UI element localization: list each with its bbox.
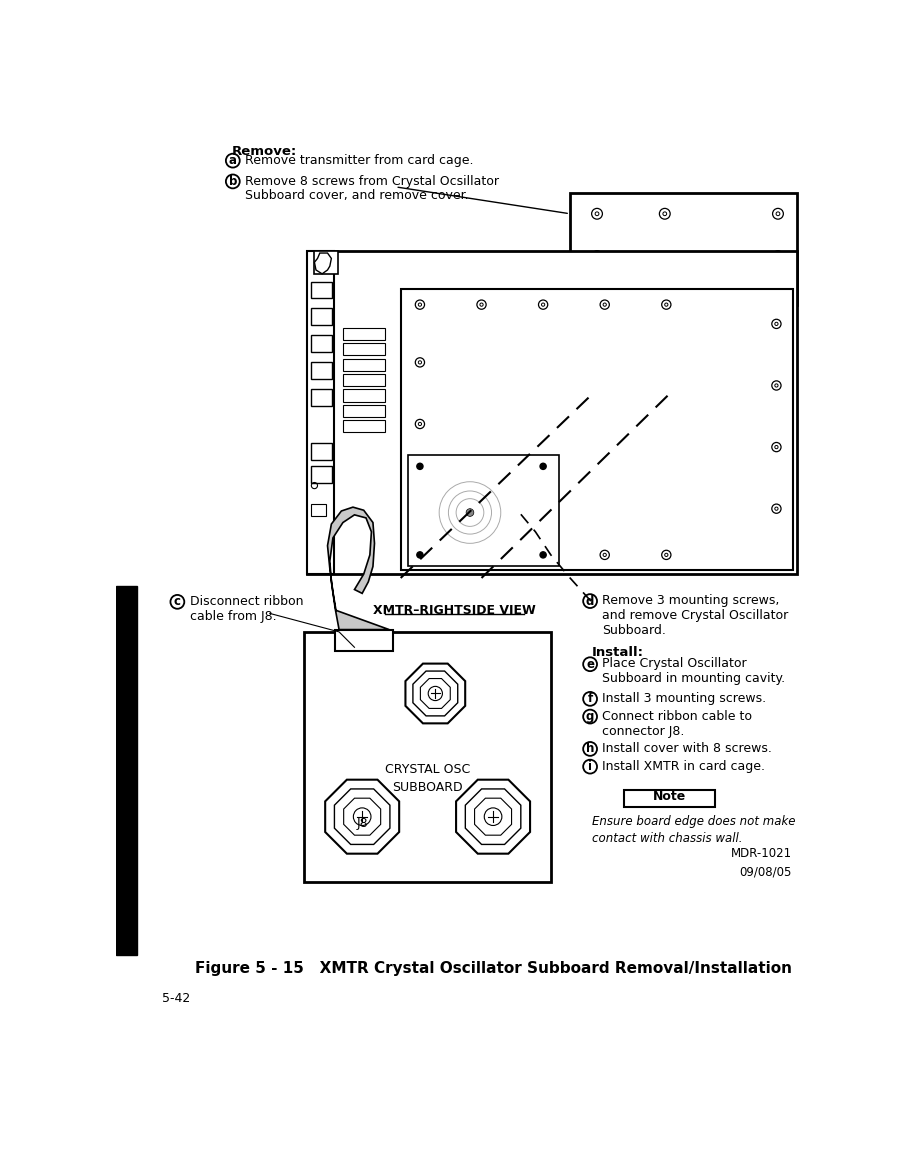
Text: Remove:: Remove: xyxy=(232,145,297,159)
Bar xyxy=(343,358,385,371)
Text: b: b xyxy=(229,175,237,188)
Bar xyxy=(335,629,393,651)
Text: Install 3 mounting screws.: Install 3 mounting screws. xyxy=(602,692,766,705)
Text: XMTR–RIGHTSIDE VIEW: XMTR–RIGHTSIDE VIEW xyxy=(373,604,536,617)
Text: Install:: Install: xyxy=(592,646,644,658)
Bar xyxy=(311,363,332,379)
Polygon shape xyxy=(406,664,465,723)
Polygon shape xyxy=(334,789,390,845)
Text: Figure 5 - 15   XMTR Crystal Oscillator Subboard Removal/Installation: Figure 5 - 15 XMTR Crystal Oscillator Su… xyxy=(194,962,792,976)
Text: c: c xyxy=(173,596,181,608)
Polygon shape xyxy=(420,678,450,708)
Bar xyxy=(343,404,385,417)
Bar xyxy=(314,250,338,274)
Bar xyxy=(343,420,385,432)
Bar xyxy=(116,585,137,955)
Text: Disconnect ribbon
cable from J8.: Disconnect ribbon cable from J8. xyxy=(191,595,304,622)
Text: Note: Note xyxy=(653,790,686,803)
Bar xyxy=(343,389,385,402)
Circle shape xyxy=(417,464,423,469)
Text: Place Crystal Oscillator
Subboard in mounting cavity.: Place Crystal Oscillator Subboard in mou… xyxy=(602,657,785,685)
Text: MDR-1021
09/08/05: MDR-1021 09/08/05 xyxy=(731,847,792,879)
Polygon shape xyxy=(314,253,331,274)
Text: f: f xyxy=(587,692,593,706)
Text: a: a xyxy=(229,154,237,167)
Bar xyxy=(311,308,332,326)
Text: i: i xyxy=(588,760,592,773)
Bar xyxy=(343,328,385,340)
Text: Remove 3 mounting screws,
and remove Crystal Oscillator
Subboard.: Remove 3 mounting screws, and remove Cry… xyxy=(602,595,789,637)
Text: Remove 8 screws from Crystal Ocsillator
Subboard cover, and remove cover.: Remove 8 screws from Crystal Ocsillator … xyxy=(245,175,499,203)
Text: h: h xyxy=(586,743,594,756)
Bar xyxy=(409,454,558,567)
Bar xyxy=(343,343,385,356)
Polygon shape xyxy=(343,799,380,836)
Text: Remove transmitter from card cage.: Remove transmitter from card cage. xyxy=(245,154,474,167)
Text: e: e xyxy=(586,657,594,671)
Bar xyxy=(311,443,332,460)
Polygon shape xyxy=(465,789,521,845)
Bar xyxy=(311,335,332,352)
Bar xyxy=(307,250,797,574)
Bar xyxy=(311,389,332,407)
Text: CRYSTAL OSC
SUBBOARD: CRYSTAL OSC SUBBOARD xyxy=(385,763,470,794)
Polygon shape xyxy=(475,799,511,836)
Bar xyxy=(624,789,715,807)
Bar xyxy=(400,290,794,570)
Text: g: g xyxy=(586,710,594,723)
Text: 5-42: 5-42 xyxy=(162,992,190,1005)
Polygon shape xyxy=(456,780,530,854)
Circle shape xyxy=(417,552,423,557)
Polygon shape xyxy=(328,508,390,629)
Text: Connect ribbon cable to
connector J8.: Connect ribbon cable to connector J8. xyxy=(602,709,753,737)
Text: d: d xyxy=(586,595,594,607)
Text: Ensure board edge does not make
contact with chassis wall.: Ensure board edge does not make contact … xyxy=(592,815,795,845)
Text: Install cover with 8 screws.: Install cover with 8 screws. xyxy=(602,742,773,755)
Bar xyxy=(343,374,385,386)
Bar xyxy=(570,194,797,305)
Bar xyxy=(311,282,332,299)
Circle shape xyxy=(540,464,547,469)
Bar xyxy=(304,632,551,882)
Circle shape xyxy=(540,552,547,557)
Polygon shape xyxy=(413,671,458,716)
Bar xyxy=(311,504,326,517)
Polygon shape xyxy=(325,780,400,854)
Bar xyxy=(724,301,766,312)
Bar xyxy=(307,250,333,574)
Text: Install XMTR in card cage.: Install XMTR in card cage. xyxy=(602,759,765,773)
Text: J8: J8 xyxy=(357,817,369,830)
Circle shape xyxy=(466,509,474,517)
Bar xyxy=(311,466,332,483)
